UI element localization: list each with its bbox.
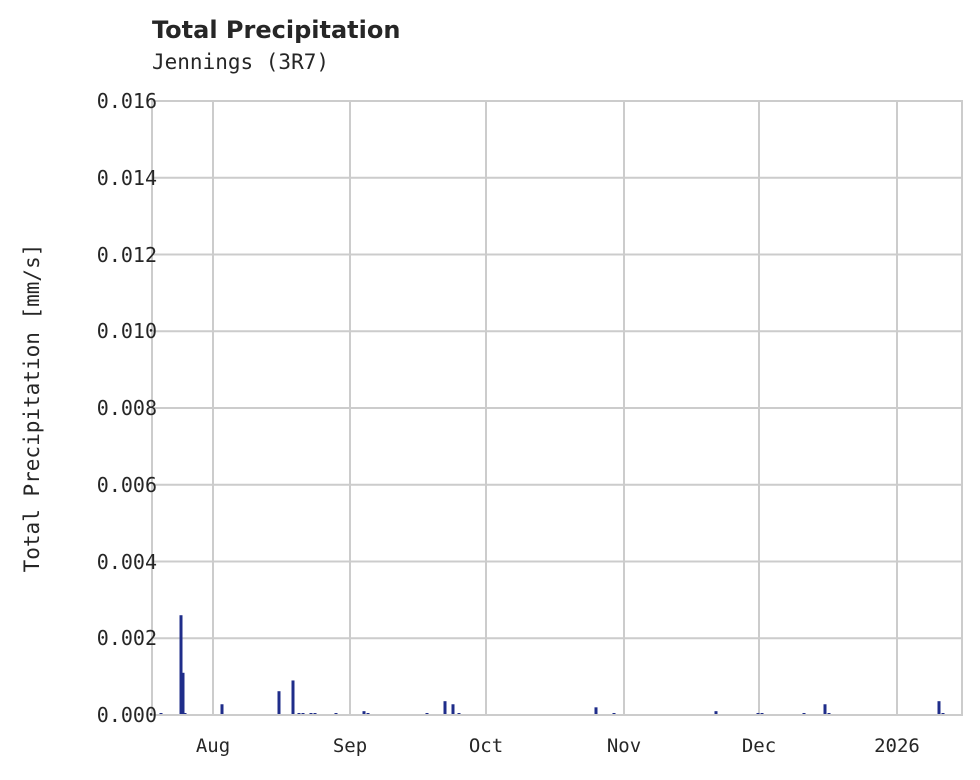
x-tick-label: Aug [195,735,231,757]
x-tick-label: Dec [741,735,777,757]
y-tick-label: 0.000 [96,703,157,727]
y-tick-label: 0.010 [96,319,157,344]
chart-subtitle: Jennings (3R7) [152,50,330,74]
x-tick-label: Oct [468,735,504,757]
plot-frame [151,100,963,716]
x-tick-label: Nov [606,735,642,757]
y-tick-label: 0.008 [96,396,157,420]
gridlines [152,100,962,716]
precip-bar [362,711,366,715]
precip-bar [179,615,183,715]
precip-bar [181,672,185,715]
y-tick-label: 0.016 [96,89,157,113]
y-tick-label: 0.014 [96,165,157,190]
precip-bar [714,711,718,715]
precip-bar [277,691,281,715]
precip-bar [451,704,455,715]
precip-bar [594,707,598,715]
chart-title: Total Precipitation [152,16,401,44]
y-tick-label: 0.004 [96,549,157,574]
y-tick-label: 0.012 [96,242,157,267]
x-tick-label: Sep [332,735,368,757]
precip-bar [823,704,827,715]
precip-bar [443,701,447,715]
y-tick-label: 0.002 [96,626,157,651]
precip-bar [937,701,941,715]
y-tick-label: 0.006 [96,472,157,497]
precipitation-bars [159,615,945,715]
x-tick-label: 2026 [874,735,920,757]
precip-bar [220,704,224,715]
precip-bar [291,680,295,715]
